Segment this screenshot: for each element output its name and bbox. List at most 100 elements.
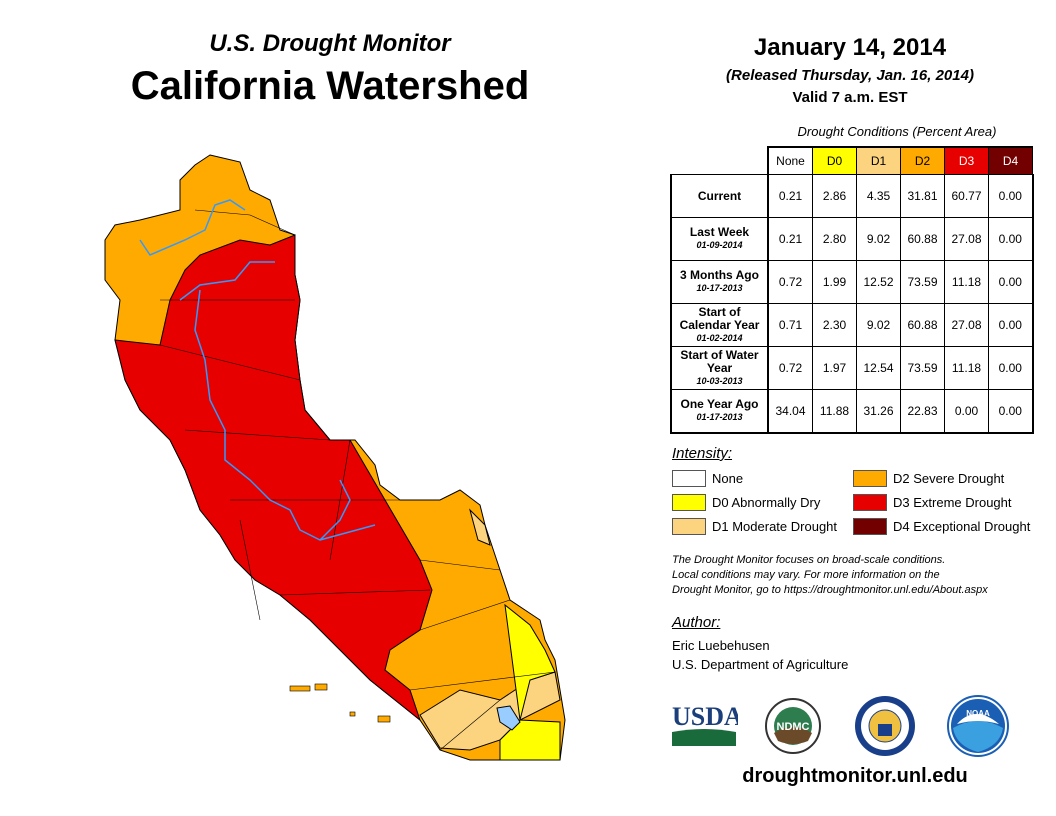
table-cell: 12.54 (856, 346, 901, 390)
table-cell: 0.00 (988, 303, 1034, 347)
row-label: Start of Water Year 10-03-2013 (670, 346, 769, 390)
legend-item: None (672, 470, 743, 487)
table-cell: 27.08 (944, 217, 989, 261)
table-caption: Drought Conditions (Percent Area) (797, 124, 997, 139)
table-cell: 0.71 (767, 303, 813, 347)
svg-text:NDMC: NDMC (777, 721, 810, 733)
valid-time: Valid 7 a.m. EST (792, 89, 908, 106)
lake-salton (496, 705, 521, 731)
col-d1: D1 (856, 146, 901, 175)
table-cell: 0.21 (767, 174, 813, 218)
table-cell: 73.59 (900, 346, 945, 390)
row-label: One Year Ago 01-17-2013 (670, 389, 769, 434)
table-cell: 60.88 (900, 217, 945, 261)
row-date: 01-02-2014 (696, 332, 743, 343)
table-cell: 0.00 (988, 174, 1034, 218)
author-title: Author: (672, 614, 721, 631)
map-title: California Watershed (130, 64, 530, 108)
table-cell: 27.08 (944, 303, 989, 347)
watershed-boundaries (159, 209, 556, 751)
row-date: 01-09-2014 (696, 240, 743, 250)
table-cell: 9.02 (856, 217, 901, 261)
legend-swatch (672, 518, 706, 535)
footer-url[interactable]: droughtmonitor.unl.edu (742, 765, 968, 787)
legend-swatch (672, 470, 706, 487)
table-cell: 73.59 (900, 260, 945, 304)
table-cell: 22.83 (900, 389, 945, 434)
table-cell: 60.77 (944, 174, 989, 218)
col-d2: D2 (900, 146, 945, 175)
table-cell: 0.21 (767, 217, 813, 261)
legend-title: Intensity: (672, 445, 733, 462)
legend-label: None (712, 471, 744, 486)
col-d3: D3 (944, 146, 989, 175)
table-cell: 2.86 (812, 174, 857, 218)
legend-item: D3 Extreme Drought (853, 494, 1012, 511)
row-label: Current (670, 174, 769, 218)
table-cell: 4.35 (856, 174, 901, 218)
table-cell: 0.00 (988, 217, 1034, 261)
legend-swatch (853, 518, 887, 535)
table-row: Start of Calendar Year 01-02-2014 0.71 2.30… (670, 303, 1034, 347)
table-row: Last Week 01-09-2014 0.21 2.80 9.02 60.88 27.0… (670, 217, 1034, 261)
legend-swatch (672, 494, 706, 511)
legend-item: D0 Abnormally Dry (672, 494, 820, 511)
legend-label: D4 Exceptional Drought (893, 519, 1031, 534)
table-cell: 2.80 (812, 217, 857, 261)
col-d0: D0 (812, 146, 857, 175)
legend-label: D3 Extreme Drought (893, 495, 1012, 510)
col-none: None (767, 146, 813, 175)
region-d1-east (469, 508, 491, 546)
table-cell: 31.26 (856, 389, 901, 434)
watershed-map (104, 154, 566, 761)
legend-item: D1 Moderate Drought (672, 518, 837, 535)
noaa-logo: NOAA (947, 695, 1009, 757)
table-row: Start of Water Year 10-03-2013 0.72 1.97 12.… (670, 346, 1034, 390)
disclaimer-note: The Drought Monitor focuses on broad-sca… (672, 554, 988, 596)
rivers (139, 199, 376, 541)
table-cell: 60.88 (900, 303, 945, 347)
region-d0 (499, 603, 561, 761)
table-row: Current 0.21 2.86 4.35 31.81 60.77 0.00 (670, 174, 1034, 218)
usda-logo: USDA (672, 702, 738, 746)
svg-text:USDA: USDA (672, 702, 738, 731)
table-cell: 0.00 (988, 260, 1034, 304)
legend-swatch (853, 494, 887, 511)
table-cell: 11.18 (944, 260, 989, 304)
table-cell: 12.52 (856, 260, 901, 304)
doc-seal-logo (855, 696, 915, 756)
table-cell: 0.72 (767, 260, 813, 304)
row-date: 10-17-2013 (696, 283, 743, 293)
author-org: U.S. Department of Agriculture (672, 657, 849, 672)
legend-item: D2 Severe Drought (853, 470, 1004, 487)
row-date: 10-03-2013 (696, 375, 743, 386)
table-cell: 0.00 (944, 389, 989, 434)
table-row: One Year Ago 01-17-2013 34.04 11.88 31.26 22.… (670, 389, 1034, 434)
drought-conditions-table: None D0 D1 D2 D3 D4 Current 0.21 2.86 4.35 3… (670, 146, 1034, 434)
channel-islands (289, 683, 391, 723)
legend-label: D0 Abnormally Dry (712, 495, 821, 510)
map-date: January 14, 2014 (753, 34, 947, 61)
table-row: 3 Months Ago 10-17-2013 0.72 1.99 12.52 73.59… (670, 260, 1034, 304)
row-label: Last Week 01-09-2014 (670, 217, 769, 261)
table-cell: 2.30 (812, 303, 857, 347)
col-d4: D4 (988, 146, 1033, 175)
table-cell: 11.18 (944, 346, 989, 390)
table-cell: 31.81 (900, 174, 945, 218)
table-cell: 34.04 (767, 389, 813, 434)
legend-label: D2 Severe Drought (893, 471, 1005, 486)
table-cell: 0.00 (988, 389, 1034, 434)
table-cell: 11.88 (812, 389, 857, 434)
legend-item: D4 Exceptional Drought (853, 518, 1030, 535)
legend-label: D1 Moderate Drought (712, 519, 838, 534)
author-name: Eric Luebehusen (672, 638, 770, 653)
row-date: 01-17-2013 (696, 412, 743, 422)
table-cell: 9.02 (856, 303, 901, 347)
map-subtitle: U.S. Drought Monitor (209, 30, 451, 57)
legend-swatch (853, 470, 887, 487)
table-cell: 0.72 (767, 346, 813, 390)
ndmc-logo: NDMC (765, 698, 821, 754)
table-cell: 0.00 (988, 346, 1034, 390)
svg-text:NOAA: NOAA (966, 709, 990, 718)
